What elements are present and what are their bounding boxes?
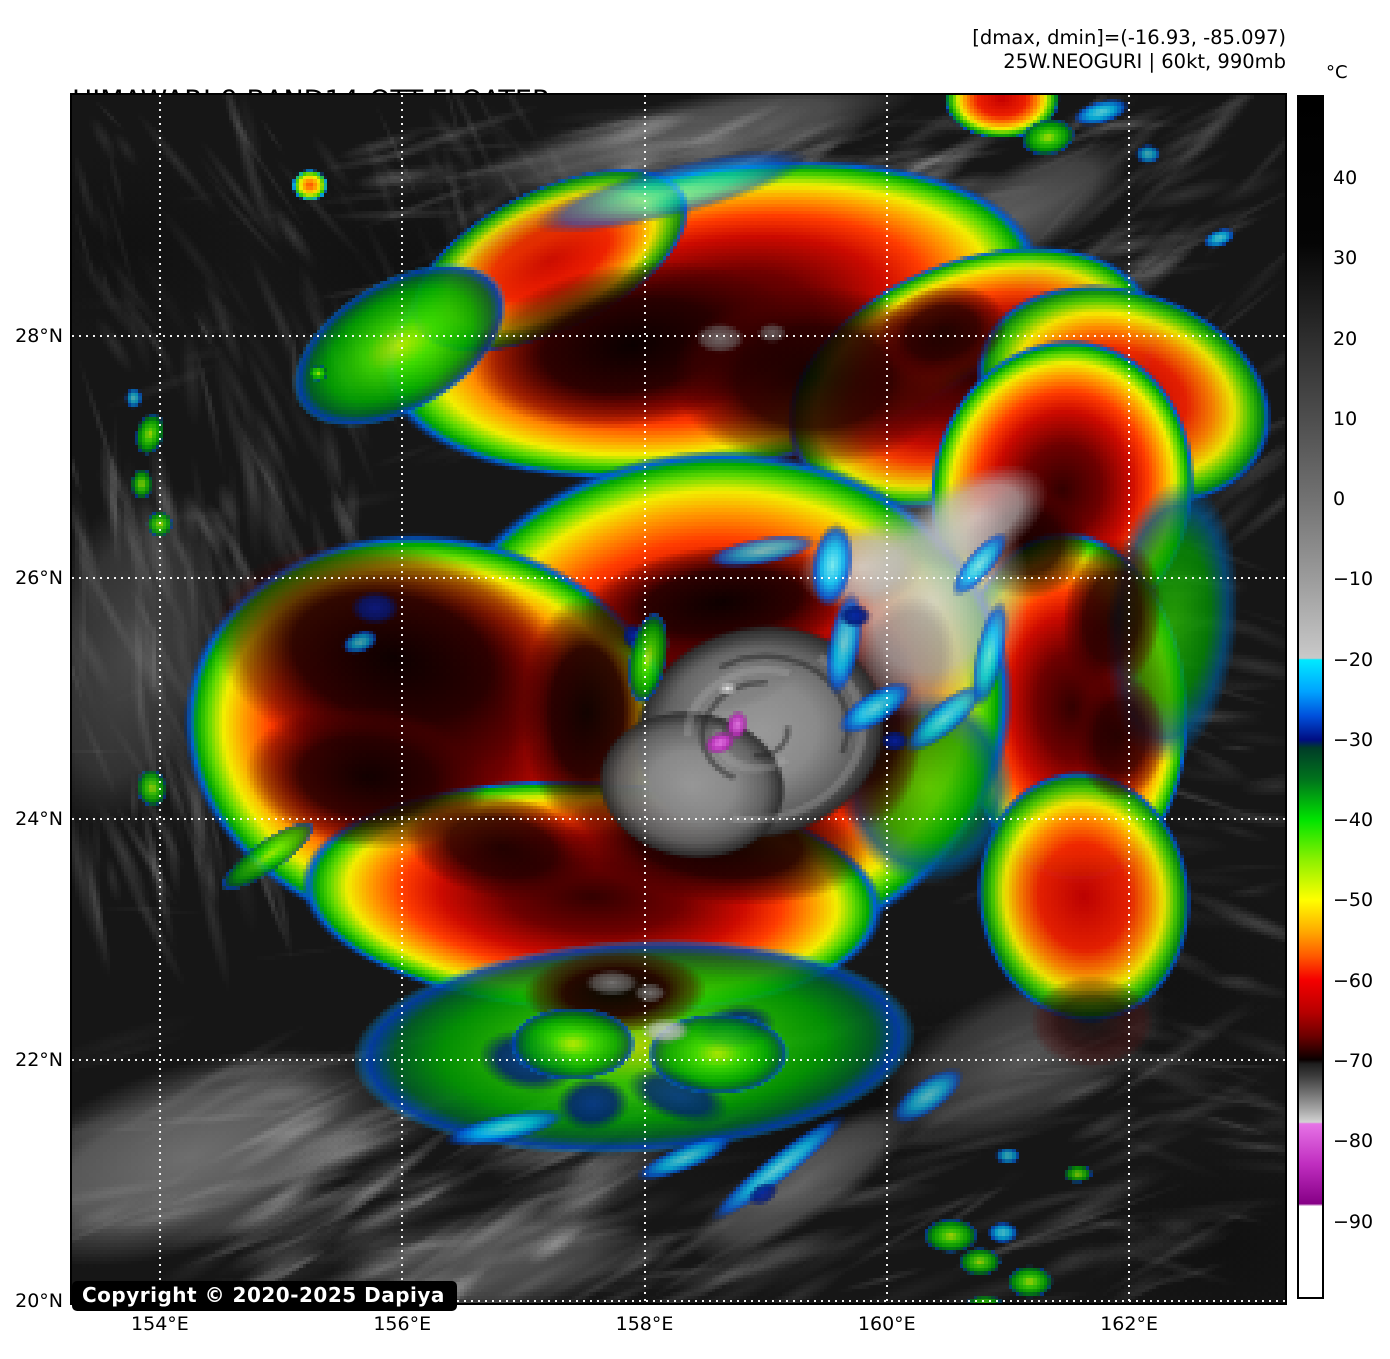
header-right-block: [dmax, dmin]=(-16.93, -85.097) 25W.NEOGU… xyxy=(972,26,1286,74)
copyright-badge: Copyright © 2020-2025 Dapiya xyxy=(72,1281,457,1311)
gridline-lat xyxy=(72,335,1285,338)
colorbar-tick-label: −90 xyxy=(1333,1210,1374,1233)
lon-tick-label: 156°E xyxy=(373,1313,432,1335)
colorbar-tick-label: −10 xyxy=(1333,568,1374,591)
gridline-lat xyxy=(72,576,1285,579)
lat-tick-label: 26°N xyxy=(15,566,63,589)
colorbar xyxy=(1297,95,1324,1299)
colorbar-tick-label: 0 xyxy=(1333,488,1346,511)
colorbar-tick-label: −80 xyxy=(1333,1130,1374,1153)
colorbar-tick-label: −70 xyxy=(1333,1050,1374,1072)
lon-tick-label: 154°E xyxy=(131,1313,189,1335)
gridline-lon xyxy=(401,95,404,1303)
colorbar-tick-label: −60 xyxy=(1333,969,1374,992)
colorbar-tick-label: −50 xyxy=(1333,889,1374,912)
lon-tick-label: 162°E xyxy=(1100,1313,1158,1335)
storm-info-label: 25W.NEOGURI | 60kt, 990mb xyxy=(1003,50,1286,73)
gridline-lon xyxy=(643,95,646,1303)
colorbar-unit-label: °C xyxy=(1326,62,1348,83)
lat-tick-label: 22°N xyxy=(15,1048,63,1071)
gridline-lat xyxy=(72,1058,1285,1061)
lon-tick-label: 160°E xyxy=(857,1313,916,1335)
lat-tick-label: 24°N xyxy=(15,807,63,830)
colorbar-tick-label: 40 xyxy=(1333,167,1358,190)
lat-tick-label: 20°N xyxy=(15,1290,63,1312)
colorbar-tick-label: 10 xyxy=(1333,407,1358,430)
lon-tick-label: 158°E xyxy=(615,1313,674,1335)
satellite-map: Copyright © 2020-2025 Dapiya xyxy=(70,93,1287,1311)
gridline-lat xyxy=(72,817,1285,820)
colorbar-tick-label: −40 xyxy=(1333,809,1374,832)
colorbar-tick-label: −20 xyxy=(1333,648,1374,671)
colorbar-tick-label: −30 xyxy=(1333,728,1374,751)
lat-tick-label: 28°N xyxy=(15,325,63,348)
satellite-image-canvas xyxy=(72,95,1285,1303)
gridline-lon xyxy=(1128,95,1131,1303)
gridline-lat xyxy=(72,1300,1285,1302)
gridline-lon xyxy=(885,95,888,1303)
colorbar-tick-label: 30 xyxy=(1333,247,1358,270)
dmax-dmin-label: [dmax, dmin]=(-16.93, -85.097) xyxy=(972,26,1286,49)
colorbar-tick-label: 20 xyxy=(1333,327,1358,350)
gridline-lon xyxy=(158,95,161,1303)
